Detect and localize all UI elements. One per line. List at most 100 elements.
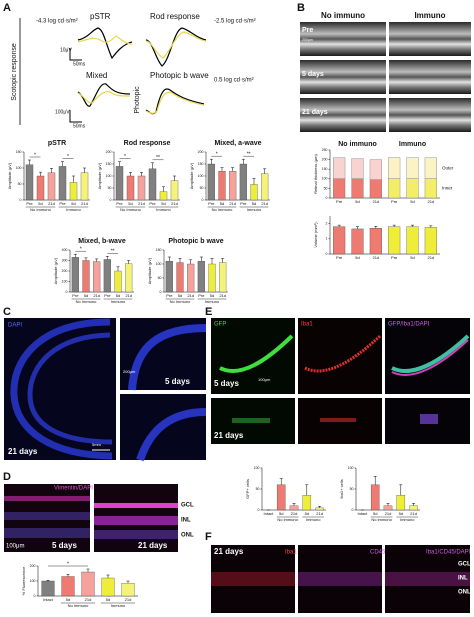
scale-label: 200μm [302,38,313,42]
y-axis-label: Amplitude (μV) [53,257,58,284]
significance-label: * [34,152,36,158]
group-label: No Immuno [170,299,191,304]
x-tick-label: 21d [229,201,236,206]
stain-label: Iba1 [301,322,313,328]
tissue [391,339,469,377]
chart-title: pSTR [48,140,66,147]
row-label: 21 days [302,109,328,116]
panel-d-images: Vimentin/DAPI 100μm 5 days 21 days GCL I… [4,484,194,552]
bar [114,270,122,293]
legend-label: Inner [442,186,453,191]
x-tick-label: Pre [240,201,247,206]
x-tick-label: 5d [305,511,309,516]
bar [219,262,227,293]
scale-label: 50ms [73,123,86,129]
bar [239,163,247,201]
layer-label: ONL [458,590,471,596]
group-label: No Immuno [68,603,89,608]
group-label: Immuno [247,207,262,212]
label: -2.5 log cd·s/m² [214,19,256,25]
bar [80,172,89,201]
bar [36,175,45,201]
panel-b-images: No immuno Immuno Pre 5 days 21 days 200μ… [300,11,471,132]
bar [47,172,56,201]
y-axis-label: Volume (mm³) [313,222,318,248]
bar [126,175,135,201]
bar [176,262,184,293]
x-tick-label: 5d [220,201,224,206]
x-tick-label: 5d [373,511,377,516]
x-tick-label: Pre [336,199,343,204]
y-tick-label: 0 [20,198,22,202]
row-label: 5 days [302,71,324,78]
stain-label: GFP/Iba1/DAPI [388,322,430,328]
layer [4,496,90,501]
panel-label: C [3,306,11,318]
x-tick-label: 21d [261,201,268,206]
y-tick-label: 0 [202,198,204,202]
x-tick-label: 5d [178,293,182,298]
x-tick-label: 21d [427,255,434,260]
label: Photopic [134,86,141,114]
bar [383,505,393,511]
label: Photopic b wave [150,71,209,80]
group-label: Immuno [111,603,126,608]
x-tick-label: 5d [279,511,283,516]
group-label: Immuno [306,517,321,522]
bar [302,495,312,511]
x-tick-label: 5d [252,201,256,206]
chart-title: Photopic b wave [168,238,223,245]
y-tick-label: 150 [106,162,112,166]
stain-label: Vimentin/DAPI [54,486,93,492]
label: Mixed [86,71,107,80]
x-tick-label: 21d [219,293,226,298]
y-tick-label: 0 [326,196,328,200]
y-tick-label: 250 [322,148,328,152]
y-tick-label: 100 [106,174,112,178]
bar [61,576,75,597]
group-label: Immuno [156,207,171,212]
tissue [320,418,356,422]
y-tick-label: 50 [350,487,354,491]
x-tick-label: 5d [116,293,120,298]
y-axis-label: Iba1+ cells [339,479,344,498]
x-tick-label: 5d [128,201,132,206]
label: Scotopic response [11,43,18,101]
x-tick-label: Pre [116,201,123,206]
y-tick-label: 50 [256,487,260,491]
tissue [128,324,207,391]
tissue [27,332,113,445]
y-axis-label: Amplitude (μV) [147,257,152,284]
panel-labels: A B C D E F [3,2,305,543]
trace [145,88,205,115]
y-tick-label: 100 [322,177,328,181]
bar [197,261,205,293]
panel-label: D [3,471,11,483]
layer [4,528,90,538]
y-tick-label: 100 [156,262,162,266]
x-tick-label: 5d [410,255,414,260]
y-tick-label: 100 [254,466,260,470]
layer [94,530,178,539]
panel-label: F [205,531,212,543]
bar [125,263,133,293]
oct-image [300,98,386,132]
group-label: No immuno [338,141,377,148]
y-tick-label: 100 [16,166,22,170]
layer-label: INL [181,518,191,524]
y-tick-label: 100 [198,174,204,178]
oct-image [389,22,471,56]
y-tick-label: 200 [62,269,68,273]
bar [58,166,67,201]
significance-label: * [80,247,82,253]
significance-label: * [216,152,218,158]
x-tick-label: Pre [26,201,33,206]
stain-label: GFP [214,322,226,328]
bar [409,505,418,511]
stain-label: CD45 [370,550,386,556]
y-axis-label: Amplitude (μV) [97,162,102,189]
layer [4,512,90,520]
layer-label: GCL [458,562,471,568]
y-tick-label: 200 [198,150,204,154]
